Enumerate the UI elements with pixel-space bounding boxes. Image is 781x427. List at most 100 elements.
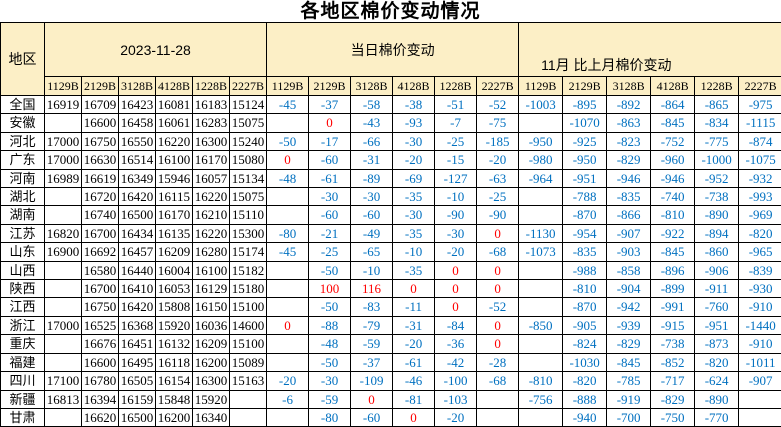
daily-change-cell: 0 [477,335,519,353]
daily-change-cell: -185 [477,132,519,150]
daily-change-cell: -35 [393,188,435,206]
region-cell: 湖南 [1,206,45,224]
monthly-change-cell: -824 [563,335,607,353]
monthly-change-cell: -835 [607,188,651,206]
daily-change-cell: -63 [477,169,519,187]
price-cell: 16700 [82,224,119,242]
monthly-change-cell: -700 [607,408,651,426]
price-cell: 16505 [119,372,156,390]
price-cell: 16420 [119,188,156,206]
price-cell: 16170 [156,206,193,224]
price-cell: 16820 [45,224,82,242]
region-cell: 广东 [1,151,45,169]
daily-change-cell: -103 [435,390,477,408]
region-cell: 四川 [1,372,45,390]
monthly-change-cell: -991 [651,298,695,316]
region-cell: 浙江 [1,316,45,334]
region-cell: 江西 [1,298,45,316]
monthly-change-cell: -896 [651,261,695,279]
group-header-monthly-change: 11月 比上月棉价变动 [519,23,781,77]
daily-change-cell: 0 [309,114,351,132]
col-header-g1-3128b: 3128B [119,77,156,96]
monthly-change-cell: -922 [651,224,695,242]
col-header-g3-1228b: 1228B [695,77,739,96]
monthly-change-cell: -740 [651,188,695,206]
region-cell: 山东 [1,243,45,261]
monthly-change-cell: -810 [563,280,607,298]
monthly-change-cell: -829 [607,335,651,353]
price-cell [45,188,82,206]
monthly-change-cell: -904 [607,280,651,298]
monthly-change-cell [519,188,563,206]
monthly-change-cell: -969 [739,206,781,224]
daily-change-cell: -88 [309,316,351,334]
monthly-change-cell: -873 [695,335,739,353]
daily-change-cell: -48 [267,169,309,187]
monthly-change-cell: -823 [607,132,651,150]
monthly-change-cell: -820 [563,372,607,390]
monthly-change-cell: -894 [695,224,739,242]
price-cell: 16394 [82,390,119,408]
region-cell: 山西 [1,261,45,279]
monthly-change-cell: -940 [563,408,607,426]
daily-change-cell: -109 [351,372,393,390]
price-cell: 16989 [45,169,82,187]
daily-change-cell: -7 [435,114,477,132]
daily-change-cell: -36 [435,335,477,353]
daily-change-cell: -50 [309,261,351,279]
daily-change-cell: -37 [309,96,351,114]
daily-change-cell: 0 [477,280,519,298]
monthly-change-cell: -820 [739,224,781,242]
monthly-change-cell: -915 [651,316,695,334]
daily-change-cell: -30 [435,224,477,242]
daily-change-cell [267,408,309,426]
daily-change-cell [267,188,309,206]
region-cell: 甘肃 [1,408,45,426]
monthly-change-cell: -951 [695,316,739,334]
daily-change-cell: -75 [477,114,519,132]
monthly-change-cell: -858 [607,261,651,279]
daily-change-cell: 0 [267,151,309,169]
price-cell: 16919 [45,96,82,114]
monthly-change-cell: -845 [651,114,695,132]
monthly-change-cell: -829 [651,390,695,408]
monthly-change-cell: -835 [563,243,607,261]
monthly-change-cell: -975 [739,96,781,114]
monthly-change-cell [519,280,563,298]
daily-change-cell: -35 [393,261,435,279]
price-cell: 15134 [230,169,267,187]
daily-change-cell: 0 [435,298,477,316]
daily-change-cell [267,298,309,316]
price-cell: 16100 [156,151,193,169]
monthly-change-cell: -860 [695,243,739,261]
daily-change-cell: 0 [477,316,519,334]
price-cell: 16550 [119,132,156,150]
monthly-change-cell: -906 [695,261,739,279]
price-cell: 15300 [230,224,267,242]
price-cell: 16209 [156,243,193,261]
region-cell: 新疆 [1,390,45,408]
price-cell: 16500 [119,206,156,224]
daily-change-cell: -37 [351,353,393,371]
monthly-change-cell: -829 [607,151,651,169]
monthly-change-cell: -863 [607,114,651,132]
col-header-g1-2227b: 2227B [230,77,267,96]
region-cell: 湖北 [1,188,45,206]
daily-change-cell: -69 [393,169,435,187]
price-cell: 16280 [193,243,230,261]
price-cell: 16129 [193,280,230,298]
monthly-change-cell: -951 [563,169,607,187]
price-cell [45,353,82,371]
price-cell [230,408,267,426]
price-cell: 16750 [82,298,119,316]
daily-change-cell: 0 [435,280,477,298]
price-cell: 15182 [230,261,267,279]
price-cell: 16495 [119,353,156,371]
monthly-change-cell: -911 [695,280,739,298]
monthly-change-cell: -988 [563,261,607,279]
